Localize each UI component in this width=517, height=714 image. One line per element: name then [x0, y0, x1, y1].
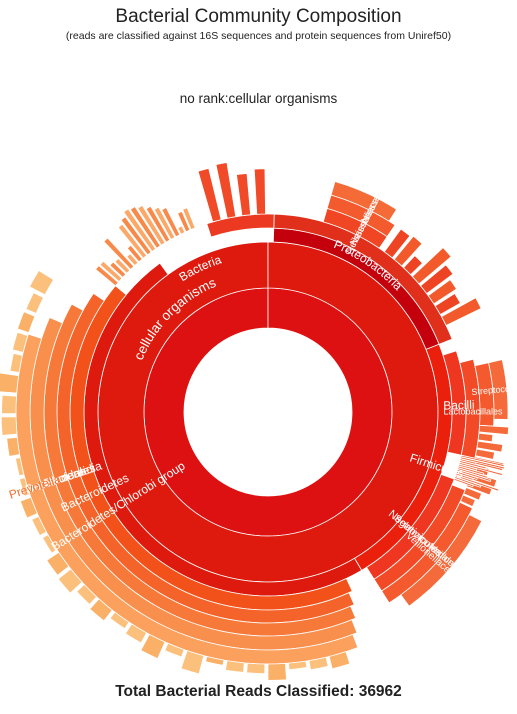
- arc-proteo-branch[interactable]: [215, 162, 237, 219]
- arc-neisseria[interactable]: [330, 181, 398, 222]
- arc-bacter-fringe[interactable]: [15, 457, 25, 477]
- arc-bacter-fringe[interactable]: [31, 515, 47, 537]
- arc-bacter-top-fringe[interactable]: [123, 208, 157, 253]
- arc-bacter-fringe[interactable]: [0, 416, 18, 436]
- arc-streptococcus[interactable]: [488, 359, 509, 420]
- ring-cellular-organisms[interactable]: [143, 287, 393, 537]
- label-streptococcus: Streptococcus: [471, 382, 517, 397]
- arc-bacter-fringe[interactable]: [308, 656, 329, 671]
- arc-bacter-fringe[interactable]: [1, 394, 17, 415]
- arc-bacter-fringe[interactable]: [180, 650, 205, 675]
- arc-firm-fringe[interactable]: [477, 432, 494, 443]
- chart-subtitle: (reads are classified against 16S sequen…: [65, 30, 452, 42]
- arc-firm-fringe[interactable]: [476, 440, 504, 453]
- arc-bacter-fringe[interactable]: [6, 436, 21, 457]
- arc-bacter-fringe[interactable]: [25, 292, 45, 314]
- arc-veillonella[interactable]: [400, 514, 483, 607]
- arc-bacter-fringe[interactable]: [288, 660, 308, 671]
- arc-bacter-top-fringe[interactable]: [129, 206, 161, 249]
- arc-bacter-top-fringe[interactable]: [145, 205, 171, 243]
- arc-proteo-branch[interactable]: [236, 173, 252, 217]
- arc-bacter-top-fringe[interactable]: [126, 253, 139, 267]
- arc-bacter-fringe[interactable]: [267, 662, 287, 681]
- arc-proteo-branch[interactable]: [197, 167, 222, 223]
- arc-proteo-fringe[interactable]: [383, 228, 411, 259]
- arc-firm-fringe[interactable]: [453, 477, 474, 488]
- arc-firm-fringe[interactable]: [478, 424, 510, 436]
- arc-bacter-top-fringe[interactable]: [137, 204, 166, 246]
- arc-bacter-fringe[interactable]: [46, 551, 70, 576]
- arc-bacter-fringe[interactable]: [109, 611, 130, 630]
- arc-bacter-fringe[interactable]: [57, 568, 83, 594]
- arc-bacter-top-fringe[interactable]: [99, 260, 123, 283]
- arc-firm-fringe[interactable]: [474, 448, 496, 460]
- label-lactobacillales: Lactobacillales: [443, 406, 503, 416]
- arc-bacter-fringe[interactable]: [19, 496, 38, 519]
- arc-bacter-top-fringe[interactable]: [117, 223, 148, 259]
- total-reads-footer: Total Bacterial Reads Classified: 36962: [115, 683, 402, 700]
- arc-bacter-top-fringe[interactable]: [161, 206, 181, 238]
- arc-bacter-fringe[interactable]: [89, 598, 113, 622]
- arc-proteo-fringe[interactable]: [434, 292, 461, 315]
- arc-bacter-top-fringe[interactable]: [114, 257, 131, 274]
- arc-bacter-fringe[interactable]: [224, 660, 245, 673]
- arc-bacter-fringe[interactable]: [18, 477, 31, 497]
- arc-bacter-fringe[interactable]: [11, 331, 29, 353]
- arc-bacter-top-fringe[interactable]: [94, 265, 119, 287]
- arc-bacter-top-fringe[interactable]: [182, 207, 196, 231]
- arc-proteo-fringe[interactable]: [411, 247, 452, 285]
- arc-bacter-fringe[interactable]: [124, 623, 148, 644]
- arc-bacter-fringe[interactable]: [76, 583, 98, 605]
- arc-bacter-top-fringe[interactable]: [103, 237, 135, 270]
- arc-bacter-fringe[interactable]: [140, 633, 166, 660]
- arc-proteo-fringe[interactable]: [427, 279, 458, 305]
- arc-bacter-top-fringe[interactable]: [120, 216, 152, 256]
- label-bacilli: Bacilli: [443, 398, 475, 413]
- arc-bacter-top-fringe[interactable]: [153, 206, 176, 240]
- arc-proteo-branch[interactable]: [253, 168, 266, 215]
- hover-taxon-label: no rank:cellular organisms: [179, 91, 338, 106]
- arc-bacter-top-fringe[interactable]: [109, 261, 127, 278]
- arc-bacter-fringe[interactable]: [28, 269, 55, 296]
- arc-proteo-fringe[interactable]: [402, 255, 424, 276]
- arc-bacter-fringe[interactable]: [0, 372, 20, 394]
- arc-bacter-fringe[interactable]: [205, 655, 225, 666]
- arc-proteo-fringe[interactable]: [393, 235, 423, 267]
- arc-bacter-fringe[interactable]: [246, 662, 266, 675]
- arc-bacter-fringe[interactable]: [9, 352, 23, 374]
- arc-proteo-fringe[interactable]: [419, 264, 454, 295]
- arc-bacter-fringe[interactable]: [328, 651, 351, 670]
- arc-proteo-fringe[interactable]: [440, 297, 482, 326]
- arc-bacter-top-fringe[interactable]: [177, 210, 191, 233]
- arc-bacter-top-fringe[interactable]: [177, 225, 186, 235]
- arc-bacter-fringe[interactable]: [42, 534, 58, 554]
- arc-bacter-top-fringe[interactable]: [126, 244, 143, 263]
- arc-bacter-fringe[interactable]: [16, 311, 36, 334]
- chart-title: Bacterial Community Composition: [115, 6, 402, 27]
- arc-bacter-fringe[interactable]: [164, 642, 185, 658]
